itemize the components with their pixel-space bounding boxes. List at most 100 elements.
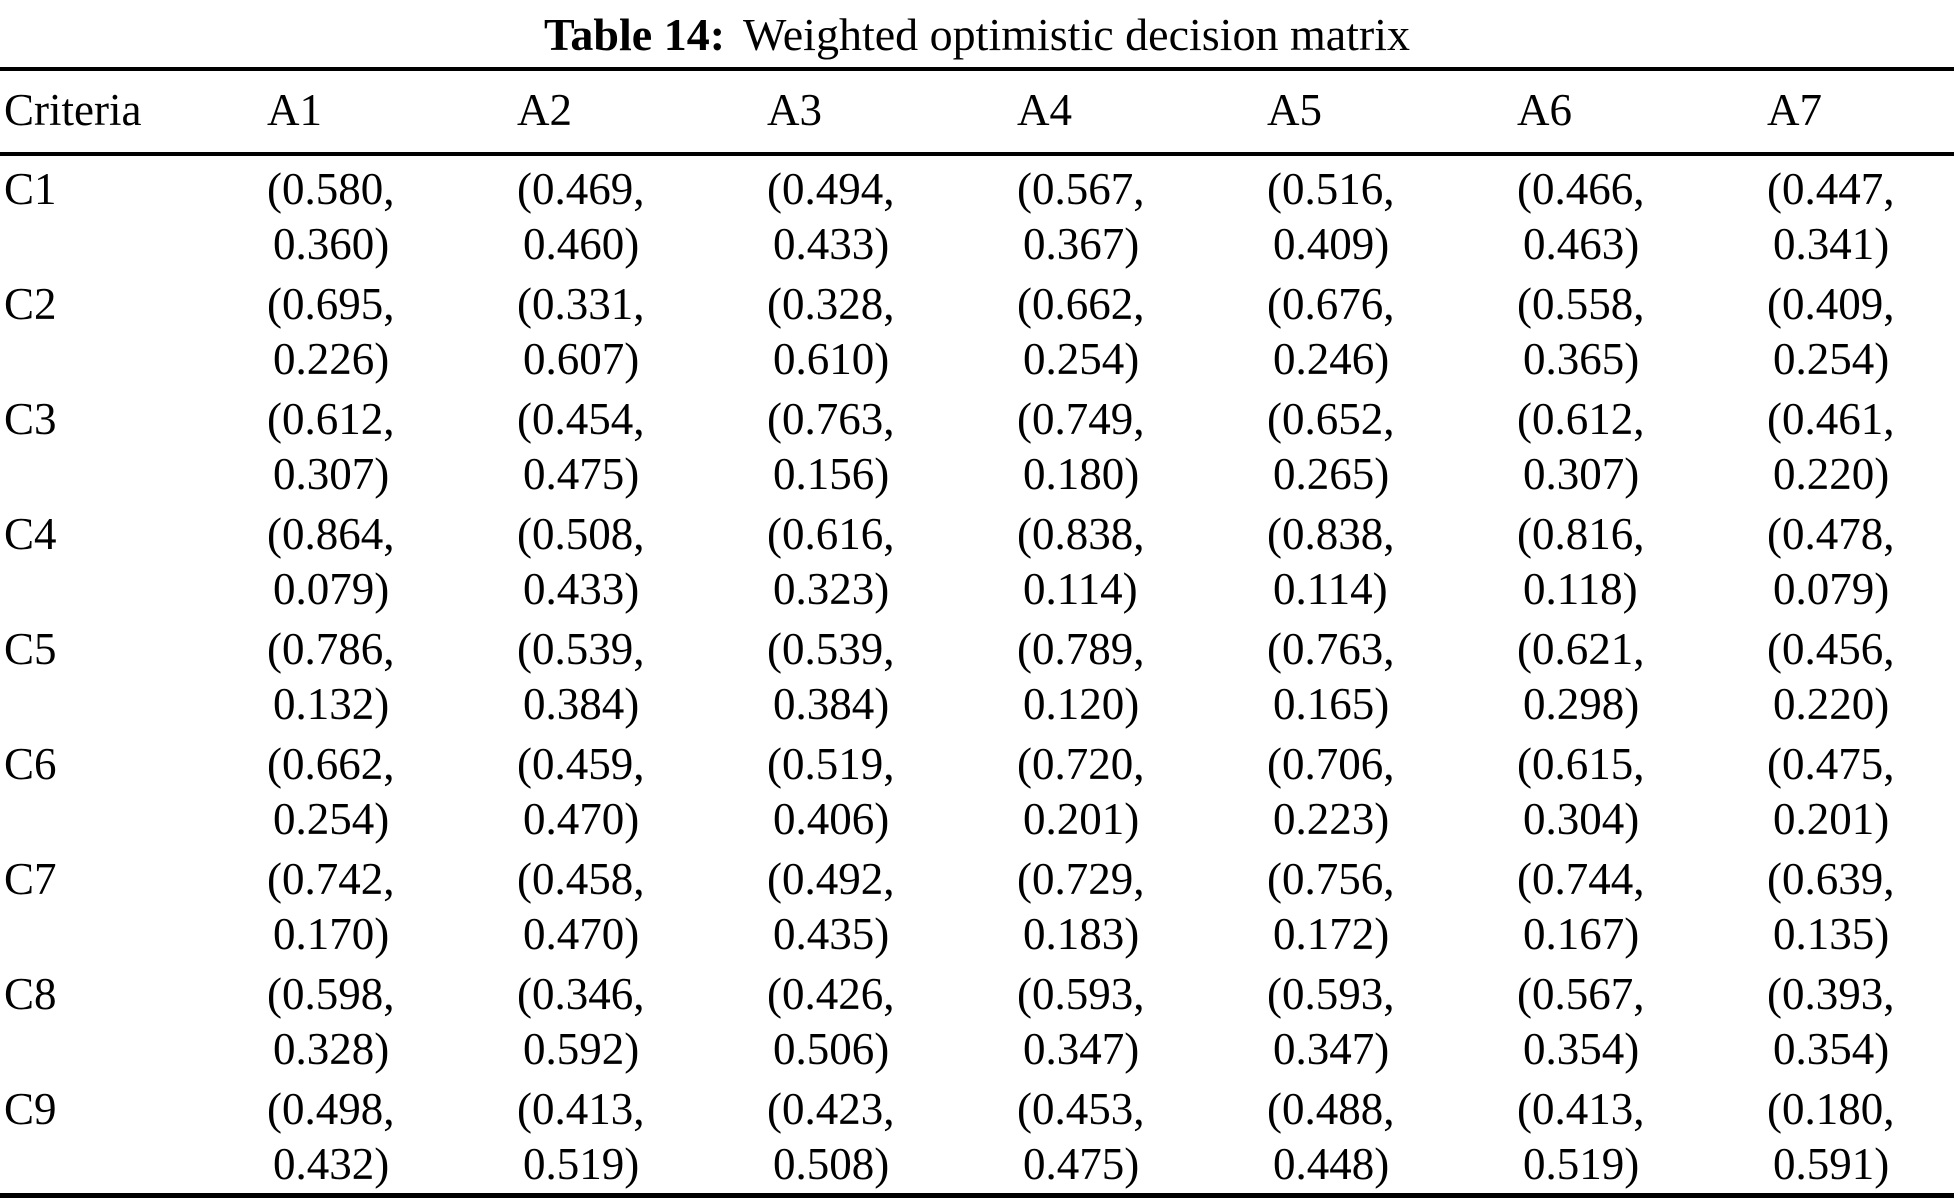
cell-nonmembership-value: 0.384) — [773, 679, 890, 729]
table-row: C9 (0.498, 0.432) (0.413, 0.519) (0.423, 0.508… — [0, 1078, 1954, 1193]
cell-nonmembership-value: 0.354) — [1773, 1024, 1890, 1074]
cell-nonmembership-value: 0.610) — [773, 334, 890, 384]
matrix-cell: (0.676, 0.246) — [1263, 277, 1513, 388]
cell-membership-value: (0.539, — [767, 624, 895, 674]
cell-membership-value: (0.393, — [1767, 969, 1895, 1019]
table-row: C6 (0.662, 0.254) (0.459, 0.470) (0.519, 0.406… — [0, 733, 1954, 848]
matrix-cell: (0.616, 0.323) — [763, 507, 1013, 618]
cell-membership-value: (0.469, — [517, 164, 645, 214]
cell-membership-value: (0.652, — [1267, 394, 1395, 444]
cell-nonmembership-value: 0.304) — [1523, 794, 1640, 844]
cell-nonmembership-value: 0.254) — [273, 794, 390, 844]
matrix-cell: (0.466, 0.463) — [1513, 162, 1763, 273]
cell-membership-value: (0.706, — [1267, 739, 1395, 789]
matrix-cell: (0.498, 0.432) — [263, 1082, 513, 1193]
matrix-cell: (0.816, 0.118) — [1513, 507, 1763, 618]
matrix-cell: (0.763, 0.156) — [763, 392, 1013, 503]
row-header: C9 — [4, 1084, 57, 1134]
row-header: C5 — [4, 624, 57, 674]
column-header: A6 — [1517, 85, 1572, 135]
cell-membership-value: (0.720, — [1017, 739, 1145, 789]
cell-nonmembership-value: 0.118) — [1523, 564, 1638, 614]
column-header: A1 — [267, 85, 322, 135]
cell-membership-value: (0.742, — [267, 854, 395, 904]
table-row: C3 (0.612, 0.307) (0.454, 0.475) (0.763, 0.156… — [0, 388, 1954, 503]
cell-membership-value: (0.458, — [517, 854, 645, 904]
matrix-cell: (0.789, 0.120) — [1013, 622, 1263, 733]
cell-membership-value: (0.508, — [517, 509, 645, 559]
cell-membership-value: (0.413, — [517, 1084, 645, 1134]
cell-nonmembership-value: 0.384) — [523, 679, 640, 729]
cell-nonmembership-value: 0.180) — [1023, 449, 1140, 499]
cell-nonmembership-value: 0.220) — [1773, 449, 1890, 499]
matrix-cell: (0.346, 0.592) — [513, 967, 763, 1078]
matrix-cell: (0.612, 0.307) — [263, 392, 513, 503]
cell-nonmembership-value: 0.607) — [523, 334, 640, 384]
cell-membership-value: (0.454, — [517, 394, 645, 444]
cell-nonmembership-value: 0.508) — [773, 1139, 890, 1189]
cell-membership-value: (0.423, — [767, 1084, 895, 1134]
cell-membership-value: (0.662, — [1017, 279, 1145, 329]
matrix-cell: (0.742, 0.170) — [263, 852, 513, 963]
cell-nonmembership-value: 0.246) — [1273, 334, 1390, 384]
cell-membership-value: (0.756, — [1267, 854, 1395, 904]
matrix-cell: (0.492, 0.435) — [763, 852, 1013, 963]
matrix-cell: (0.539, 0.384) — [763, 622, 1013, 733]
cell-nonmembership-value: 0.506) — [773, 1024, 890, 1074]
matrix-cell: (0.508, 0.433) — [513, 507, 763, 618]
matrix-cell: (0.763, 0.165) — [1263, 622, 1513, 733]
matrix-cell: (0.744, 0.167) — [1513, 852, 1763, 963]
cell-membership-value: (0.567, — [1517, 969, 1645, 1019]
cell-nonmembership-value: 0.470) — [523, 794, 640, 844]
matrix-cell: (0.567, 0.354) — [1513, 967, 1763, 1078]
cell-nonmembership-value: 0.448) — [1273, 1139, 1390, 1189]
cell-membership-value: (0.492, — [767, 854, 895, 904]
cell-membership-value: (0.816, — [1517, 509, 1645, 559]
cell-membership-value: (0.478, — [1767, 509, 1895, 559]
cell-membership-value: (0.475, — [1767, 739, 1895, 789]
matrix-cell: (0.729, 0.183) — [1013, 852, 1263, 963]
matrix-cell: (0.593, 0.347) — [1013, 967, 1263, 1078]
cell-membership-value: (0.426, — [767, 969, 895, 1019]
cell-nonmembership-value: 0.201) — [1773, 794, 1890, 844]
cell-nonmembership-value: 0.432) — [273, 1139, 390, 1189]
matrix-cell: (0.393, 0.354) — [1763, 967, 1954, 1078]
cell-nonmembership-value: 0.341) — [1773, 219, 1890, 269]
row-header: C8 — [4, 969, 57, 1019]
cell-nonmembership-value: 0.298) — [1523, 679, 1640, 729]
matrix-cell: (0.519, 0.406) — [763, 737, 1013, 848]
cell-membership-value: (0.461, — [1767, 394, 1895, 444]
cell-nonmembership-value: 0.463) — [1523, 219, 1640, 269]
cell-nonmembership-value: 0.460) — [523, 219, 640, 269]
cell-membership-value: (0.456, — [1767, 624, 1895, 674]
column-header: A7 — [1767, 85, 1822, 135]
cell-membership-value: (0.615, — [1517, 739, 1645, 789]
cell-membership-value: (0.621, — [1517, 624, 1645, 674]
cell-nonmembership-value: 0.254) — [1023, 334, 1140, 384]
table-caption-label: Table 14: — [543, 9, 726, 60]
matrix-cell: (0.612, 0.307) — [1513, 392, 1763, 503]
matrix-cell: (0.580, 0.360) — [263, 162, 513, 273]
matrix-cell: (0.621, 0.298) — [1513, 622, 1763, 733]
table-header-row: Criteria A1 A2 A3 A4 A5 A6 A7 — [0, 67, 1954, 156]
table-row: C1 (0.580, 0.360) (0.469, 0.460) (0.494, 0.433… — [0, 158, 1954, 273]
cell-membership-value: (0.447, — [1767, 164, 1895, 214]
matrix-cell: (0.413, 0.519) — [1513, 1082, 1763, 1193]
column-header: A2 — [517, 85, 572, 135]
cell-membership-value: (0.612, — [267, 394, 395, 444]
cell-nonmembership-value: 0.367) — [1023, 219, 1140, 269]
matrix-cell: (0.456, 0.220) — [1763, 622, 1954, 733]
cell-nonmembership-value: 0.354) — [1523, 1024, 1640, 1074]
cell-nonmembership-value: 0.592) — [523, 1024, 640, 1074]
cell-membership-value: (0.744, — [1517, 854, 1645, 904]
cell-nonmembership-value: 0.365) — [1523, 334, 1640, 384]
cell-nonmembership-value: 0.307) — [1523, 449, 1640, 499]
table-row: C4 (0.864, 0.079) (0.508, 0.433) (0.616, 0.323… — [0, 503, 1954, 618]
cell-membership-value: (0.488, — [1267, 1084, 1395, 1134]
matrix-cell: (0.461, 0.220) — [1763, 392, 1954, 503]
cell-nonmembership-value: 0.201) — [1023, 794, 1140, 844]
cell-nonmembership-value: 0.347) — [1023, 1024, 1140, 1074]
matrix-cell: (0.593, 0.347) — [1263, 967, 1513, 1078]
matrix-cell: (0.706, 0.223) — [1263, 737, 1513, 848]
cell-membership-value: (0.763, — [767, 394, 895, 444]
